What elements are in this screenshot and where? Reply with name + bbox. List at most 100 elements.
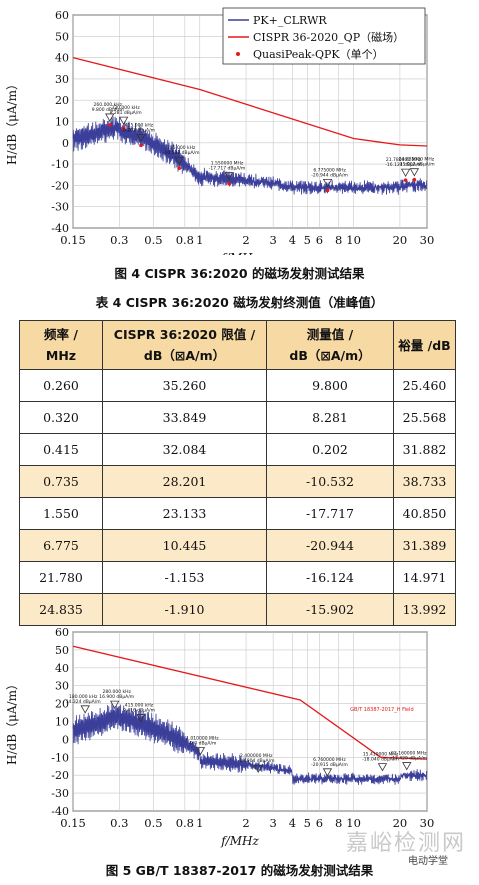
qp-point [121, 126, 126, 130]
x-tick-label: 5 [304, 233, 311, 247]
peak-annotation: -20.944 dBμA/m [311, 172, 348, 178]
peak-marker [105, 113, 115, 122]
table-row: 1.550 23.133 -17.717 40.850 [19, 497, 456, 530]
y-tick-label: -10 [51, 158, 69, 171]
x-tick-label: 20 [393, 233, 408, 247]
peak-marker [409, 168, 420, 177]
peak-annotation: 9.416 dBμA/m [123, 708, 155, 714]
peak-annotation: 320.000 kHz [111, 105, 140, 111]
peak-annotation: -9.0 dBμA/m [188, 741, 216, 747]
figure-5-caption: 图 5 GB/T 18387-2017 的磁场发射测试结果 [105, 863, 374, 878]
y-tick-label: 50 [55, 30, 69, 43]
qp-point [325, 188, 330, 193]
peak-annotation: 6.775000 MHz [313, 167, 346, 173]
legend-entry: QuasiPeak-QPK（单个） [253, 48, 384, 61]
peak-annotation: 280.000 kHz [102, 689, 131, 695]
peak-annotation: 16.900 dBμA/m [99, 694, 134, 700]
y-tick-label: -40 [51, 222, 69, 235]
table-header-row: 频率 / MHz CISPR 36:2020 限值 / dB（⊠A/m） 测量值 /… [19, 320, 456, 370]
x-tick-label: 8 [335, 816, 342, 830]
y-tick-label: 30 [55, 73, 69, 86]
peak-annotation: 8.281 dBμA/m [110, 110, 142, 116]
header-limit: CISPR 36:2020 限值 / dB（⊠A/m） [102, 320, 267, 370]
peak-annotation: 0.202 dBμA/m [123, 127, 155, 133]
y-tick-label: 20 [55, 94, 69, 107]
peak-marker [174, 156, 184, 166]
qp-point [403, 178, 408, 182]
peak-annotation: 260.000 kHz [94, 102, 123, 108]
peak-marker [136, 133, 146, 143]
peak-annotation: 9.800 dBμA/m [92, 107, 124, 113]
peak-marker [400, 168, 411, 177]
figure-4-svg: -40 -30 -20 -10 0 10 20 30 40 50 60 0.15 0.3 0.5 0.8 1 2… [5, 7, 435, 255]
figure-5-chart: -40 -30 -20 -10 0 10 20 30 40 50 60 0.15 0.3 0.5 0.8 1 2… [0, 615, 479, 860]
peak-marker [195, 747, 206, 756]
peak-marker [136, 714, 146, 723]
table-row: 0.260 35.260 9.800 25.460 [19, 369, 456, 402]
x-tick-label: 6 [316, 233, 323, 247]
legend-entry: CISPR 36-2020_QP（磁场） [253, 30, 404, 44]
peak-annotation: 735.000 kHz [167, 145, 196, 151]
x-tick-label: 10 [346, 816, 361, 830]
y-tick-label: 40 [55, 52, 69, 65]
peak-annotation: 415.000 kHz [125, 122, 154, 128]
peak-annotation: -17.717 dBμA/m [209, 166, 246, 172]
peak-marker [224, 172, 234, 181]
y-tick-label: -20 [51, 769, 69, 782]
x-tick-label: 1 [196, 816, 203, 830]
y-tick-label: 60 [55, 626, 69, 639]
peak-marker [402, 762, 412, 771]
qp-point [227, 181, 231, 186]
y-tick-label: -30 [51, 201, 69, 214]
peak-marker [377, 763, 388, 772]
table-row: 6.775 10.445 -20.944 31.389 [19, 529, 456, 562]
qp-point [139, 143, 143, 148]
x-tick-label: 0.5 [144, 816, 162, 830]
x-tick-label: 1 [196, 233, 203, 247]
x-tick-label: 4 [289, 816, 296, 830]
y-tick-label: -40 [51, 805, 69, 818]
x-tick-label: 30 [420, 816, 435, 830]
x-tick-label: 0.8 [176, 233, 194, 247]
y-axis-label: H/dB（μA/m） [5, 678, 19, 765]
peak-marker [110, 700, 120, 709]
x-tick-label: 2 [242, 233, 249, 247]
peak-marker [322, 768, 333, 777]
table-4: 频率 / MHz CISPR 36:2020 限值 / dB（⊠A/m） 测量值 /… [19, 320, 456, 626]
peak-marker [80, 705, 90, 714]
legend-entry: PK+_CLRWR [253, 14, 327, 27]
x-tick-label: 3 [269, 233, 276, 247]
x-tick-label: 0.3 [110, 816, 128, 830]
y-tick-label: 40 [55, 662, 69, 675]
header-measured: 测量值 / dB（⊠A/m） [266, 320, 394, 370]
peak-marker [253, 764, 263, 774]
x-tick-label: 0.3 [110, 233, 128, 247]
x-tick-label: 8 [335, 233, 342, 247]
legend-swatch-qp [236, 52, 240, 56]
y-tick-label: 60 [55, 9, 69, 22]
peak-annotation: -17.429 dBμA/m [390, 756, 427, 762]
peak-annotation: -18.040 dBμA/m [362, 757, 399, 763]
y-tick-label: -30 [51, 787, 69, 800]
table-row: 0.320 33.849 8.281 25.568 [19, 401, 456, 434]
peak-annotation: -15.902 dBμA/m [398, 162, 435, 168]
table-row: 0.735 28.201 -10.532 38.733 [19, 465, 456, 498]
peak-annotation: 2.400000 MHz [240, 753, 273, 759]
y-tick-label: 20 [55, 698, 69, 711]
peak-annotation: 180.000 kHz [69, 694, 98, 700]
peak-annotation: -10.532 dBμA/m [163, 150, 200, 156]
x-axis-label: f/MHz [220, 251, 259, 255]
measurement-trace [72, 702, 428, 786]
header-frequency: 频率 / MHz [19, 320, 103, 370]
peak-annotation: 6.760000 MHz [313, 757, 346, 763]
y-tick-label: -20 [51, 179, 69, 192]
x-tick-label: 0.8 [176, 816, 194, 830]
y-tick-label: 50 [55, 644, 69, 657]
legend-box [222, 7, 426, 65]
y-axis-label: H/dB（μA/m） [5, 78, 19, 165]
peak-annotation: 415.000 kHz [125, 703, 154, 709]
table-row: 0.415 32.084 0.202 31.882 [19, 433, 456, 466]
qp-point [412, 177, 417, 182]
peak-annotation: 22.160000 MHz [391, 751, 427, 757]
qp-point [107, 123, 112, 127]
